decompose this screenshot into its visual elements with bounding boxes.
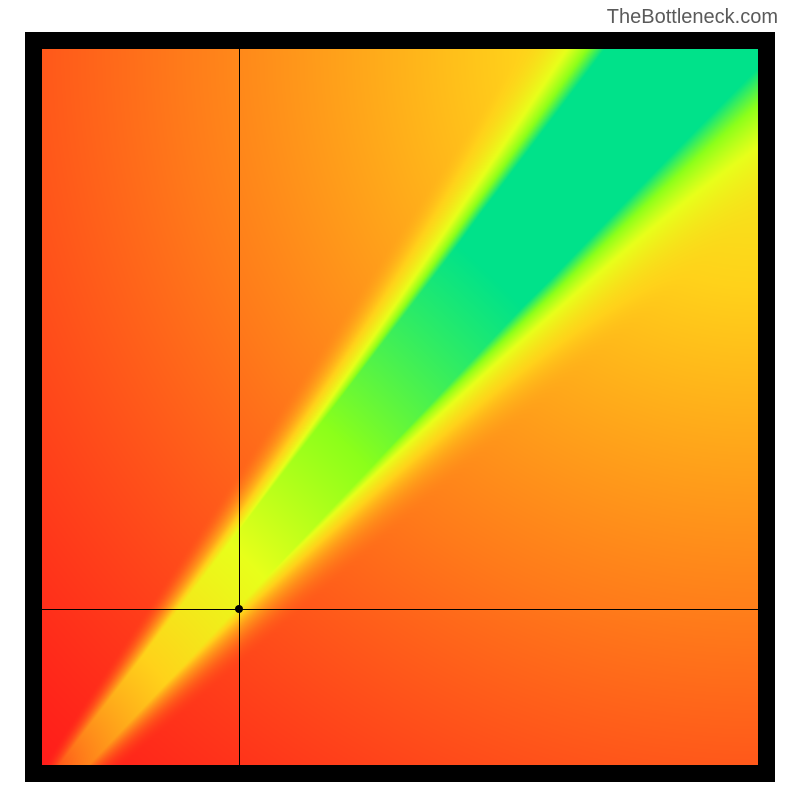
- crosshair-vertical: [239, 49, 240, 765]
- heatmap-canvas: [42, 49, 758, 765]
- chart-frame: [25, 32, 775, 782]
- chart-container: TheBottleneck.com: [0, 0, 800, 800]
- crosshair-horizontal: [42, 609, 758, 610]
- crosshair-marker: [235, 605, 243, 613]
- plot-area: [42, 49, 758, 765]
- watermark-text: TheBottleneck.com: [607, 6, 778, 29]
